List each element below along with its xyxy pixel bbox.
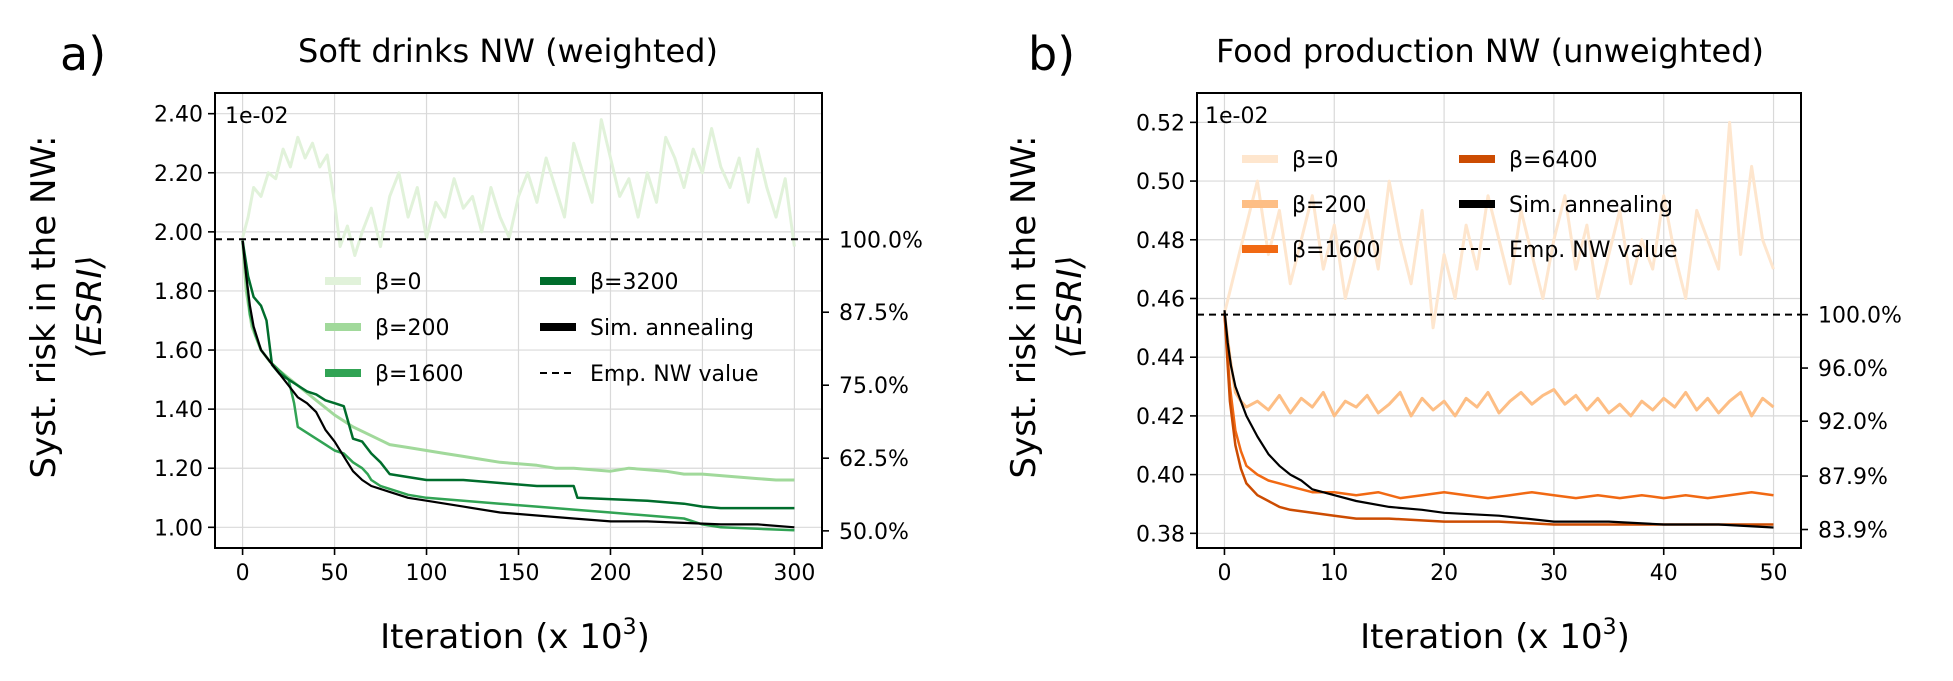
panel-b-label: b) bbox=[1028, 27, 1075, 81]
panel-b-y-tick-label: 0.48 bbox=[1136, 229, 1185, 254]
panel-b-legend-item: Emp. NW value bbox=[1459, 238, 1678, 263]
panel-b-right-tick-label: 100.0% bbox=[1818, 304, 1902, 329]
panel-b-y-tick-label: 0.44 bbox=[1136, 346, 1185, 371]
panel-b-y-tick-label: 0.50 bbox=[1136, 170, 1185, 195]
panel-a-y-tick-label: 1.80 bbox=[154, 280, 203, 305]
panel-a-series-group bbox=[241, 118, 796, 532]
panel-a-legend-item: β=0 bbox=[325, 270, 421, 295]
panel-a-x-tick-label: 0 bbox=[236, 561, 250, 586]
panel-b-x-tick-label: 0 bbox=[1217, 561, 1231, 586]
panel-b-series-line-2 bbox=[1223, 313, 1774, 500]
panel-a-legend-item: Sim. annealing bbox=[540, 316, 754, 341]
panel-b-right-tick-label: 92.0% bbox=[1818, 410, 1888, 435]
panel-a-legend-label: β=0 bbox=[375, 270, 421, 295]
panel-a-right-tick-label: 87.5% bbox=[839, 301, 909, 326]
panel-a-xlabel-text: Iteration (x 10 bbox=[380, 617, 622, 657]
panel-a-x-tick-label: 50 bbox=[321, 561, 349, 586]
panel-a-legend-item: β=1600 bbox=[325, 362, 463, 387]
panel-b-y-tick-label: 0.40 bbox=[1136, 464, 1185, 489]
panel-b-legend-label: β=0 bbox=[1292, 148, 1338, 173]
panel-a-right-tick-label: 100.0% bbox=[839, 228, 923, 253]
panel-a-right-tick-label: 62.5% bbox=[839, 447, 909, 472]
panel-a-ylabel-line1: Syst. risk in the NW: bbox=[24, 136, 64, 479]
panel-a-legend-item: Emp. NW value bbox=[540, 362, 759, 387]
panel-a-x-tick-label: 250 bbox=[681, 561, 723, 586]
panel-b-ylabel-line2: ⟨ESRI⟩ bbox=[1050, 255, 1090, 358]
panel-a-legend-label: β=3200 bbox=[590, 270, 678, 295]
panel-a-xlabel-close: ) bbox=[637, 617, 650, 657]
panel-b-offset-text: 1e-02 bbox=[1205, 104, 1268, 129]
panel-b-chart: b) Food production NW (unweighted) Syst.… bbox=[1004, 27, 1902, 657]
panel-a-x-tick-label: 100 bbox=[406, 561, 448, 586]
panel-b-right-tick-label: 96.0% bbox=[1818, 357, 1888, 382]
panel-b-y-tick-label: 0.52 bbox=[1136, 111, 1185, 136]
panel-a-x-tick-label: 150 bbox=[498, 561, 540, 586]
panel-b-right-tick-label: 83.9% bbox=[1818, 519, 1888, 544]
panel-a-legend-label: β=200 bbox=[375, 316, 449, 341]
panel-b-xlabel-close: ) bbox=[1617, 617, 1630, 657]
panel-b-legend-label: β=200 bbox=[1292, 193, 1366, 218]
panel-b-x-axis-label: Iteration (x 103) bbox=[1360, 615, 1630, 657]
panel-b-legend-label: β=6400 bbox=[1509, 148, 1597, 173]
panel-b-legend: β=0 β=200 β=1600 β=6400 Sim. annealing Emp. N… bbox=[1242, 148, 1678, 263]
panel-a-x-axis-label: Iteration (x 103) bbox=[380, 615, 650, 657]
panel-a-y-tick-label: 1.60 bbox=[154, 339, 203, 364]
panel-b-legend-label: Emp. NW value bbox=[1509, 238, 1678, 263]
panel-a-legend-label: β=1600 bbox=[375, 362, 463, 387]
panel-b-x-tick-label: 10 bbox=[1320, 561, 1348, 586]
panel-b-series-group bbox=[1223, 120, 1775, 529]
panel-a-right-tick-label: 50.0% bbox=[839, 520, 909, 545]
panel-b-series-line-0 bbox=[1223, 120, 1775, 330]
panel-a-chart: a) Soft drinks NW (weighted) Syst. risk … bbox=[24, 27, 923, 657]
panel-a-y-tick-label: 2.00 bbox=[154, 221, 203, 246]
panel-a-legend-item: β=3200 bbox=[540, 270, 678, 295]
panel-b-legend-item: β=6400 bbox=[1459, 148, 1597, 173]
panel-a-legend-item: β=200 bbox=[325, 316, 449, 341]
panel-a-series-line-0 bbox=[241, 118, 796, 257]
panel-b-series-line-3 bbox=[1223, 313, 1774, 526]
panel-b-legend-label: Sim. annealing bbox=[1509, 193, 1673, 218]
panel-b-y-tick-label: 0.38 bbox=[1136, 522, 1185, 547]
panel-b-legend-item: Sim. annealing bbox=[1459, 193, 1673, 218]
panel-b-legend-item: β=1600 bbox=[1242, 238, 1380, 263]
panel-b-y-tick-label: 0.46 bbox=[1136, 287, 1185, 312]
panel-a-title: Soft drinks NW (weighted) bbox=[298, 32, 718, 70]
panel-b-x-tick-label: 30 bbox=[1540, 561, 1568, 586]
panel-b-x-tick-label: 50 bbox=[1760, 561, 1788, 586]
panel-b-x-tick-label: 40 bbox=[1650, 561, 1678, 586]
panel-a-y-tick-label: 2.40 bbox=[154, 103, 203, 128]
panel-a-xlabel-sup: 3 bbox=[623, 615, 637, 640]
panel-a-ylabel-line2: ⟨ESRI⟩ bbox=[70, 255, 110, 358]
panel-a-right-tick-label: 75.0% bbox=[839, 374, 909, 399]
panel-a-legend: β=0 β=200 β=1600 β=3200 Sim. annealing Emp. N… bbox=[325, 270, 759, 387]
panel-b-y-axis-label: Syst. risk in the NW: ⟨ESRI⟩ bbox=[1004, 136, 1090, 479]
panel-b-x-tick-label: 20 bbox=[1430, 561, 1458, 586]
panel-a-series-line-4 bbox=[241, 240, 795, 529]
panel-a-y-tick-label: 2.20 bbox=[154, 162, 203, 187]
panel-a-y-tick-label: 1.40 bbox=[154, 398, 203, 423]
panel-a-y-axis-label: Syst. risk in the NW: ⟨ESRI⟩ bbox=[24, 136, 110, 479]
panel-b-series-line-4 bbox=[1223, 310, 1774, 529]
panel-b-right-tick-label: 87.9% bbox=[1818, 465, 1888, 490]
panel-a-x-tick-label: 200 bbox=[589, 561, 631, 586]
panel-a-y-tick-label: 1.20 bbox=[154, 457, 203, 482]
panel-b-grid bbox=[1197, 93, 1801, 548]
panel-b-series-line-1 bbox=[1223, 313, 1775, 418]
panel-b-title: Food production NW (unweighted) bbox=[1216, 32, 1764, 70]
panel-a-legend-label: Emp. NW value bbox=[590, 362, 759, 387]
panel-a-label: a) bbox=[60, 27, 106, 81]
panel-b-legend-item: β=200 bbox=[1242, 193, 1366, 218]
panel-a-x-tick-label: 300 bbox=[773, 561, 815, 586]
panel-b-legend-item: β=0 bbox=[1242, 148, 1338, 173]
panel-a-y-tick-label: 1.00 bbox=[154, 516, 203, 541]
panel-b-frame bbox=[1196, 92, 1802, 549]
panel-b-xlabel-sup: 3 bbox=[1603, 615, 1617, 640]
panel-b-xlabel-text: Iteration (x 10 bbox=[1360, 617, 1602, 657]
panel-b-legend-label: β=1600 bbox=[1292, 238, 1380, 263]
panel-a-offset-text: 1e-02 bbox=[225, 104, 288, 129]
panel-b-ylabel-line1: Syst. risk in the NW: bbox=[1004, 136, 1044, 479]
panel-a-legend-label: Sim. annealing bbox=[590, 316, 754, 341]
panel-b-y-tick-label: 0.42 bbox=[1136, 405, 1185, 430]
